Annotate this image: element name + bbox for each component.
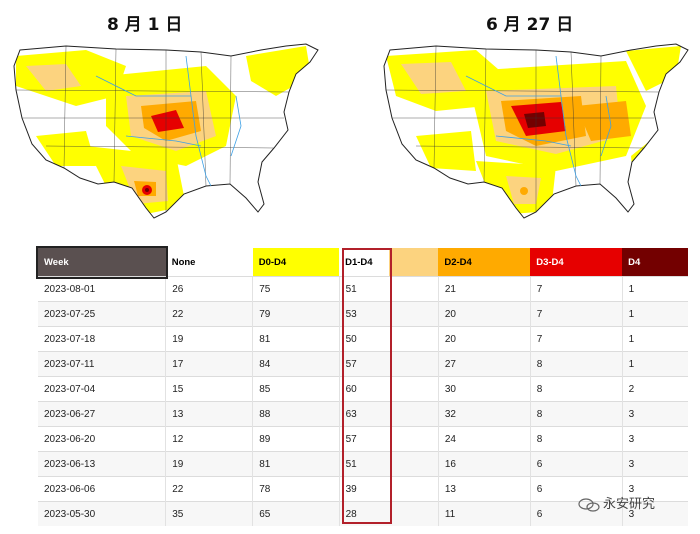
table-cell: 26 [165,276,253,302]
table-cell: 17 [165,351,253,377]
table-cell: 22 [165,301,253,327]
table-cell: 2023-07-18 [38,326,166,352]
table-cell: 6 [529,501,623,526]
table-cell: 39 [338,476,439,502]
column-header-d1-d4: D1-D4 [339,248,439,277]
table-cell: 85 [252,376,340,402]
table-cell: 6 [529,476,623,502]
table-cell: 81 [252,326,340,352]
table-cell: 21 [437,276,531,302]
table-cell: 84 [252,351,340,377]
table-cell: 2023-06-13 [38,451,166,477]
table-cell: 2 [621,376,688,402]
table-cell: 3 [621,476,688,502]
table-row: 2023-07-04 15 85 60 30 8 2 [38,376,688,402]
table-cell: 7 [529,326,623,352]
table-row: 2023-06-13 19 81 51 16 6 3 [38,451,688,477]
table-cell: 1 [621,301,688,327]
table-cell: 22 [165,476,253,502]
table-cell: 8 [529,376,623,402]
table-cell: 78 [252,476,340,502]
table-cell: 1 [621,351,688,377]
table-cell: 2023-07-11 [38,351,166,377]
table-cell: 3 [621,451,688,477]
table-cell: 8 [529,401,623,427]
table-cell: 11 [437,501,531,526]
column-header-d3-d4: D3-D4 [530,248,623,277]
table-cell: 57 [338,426,439,452]
table-cell: 7 [529,301,623,327]
table-row: 2023-06-06 22 78 39 13 6 3 [38,476,688,502]
table-cell: 3 [621,401,688,427]
table-cell: 8 [529,351,623,377]
table-row: 2023-08-01 26 75 51 21 7 1 [38,276,688,302]
table-cell: 65 [252,501,340,526]
table-cell: 20 [437,301,531,327]
table-cell: 2023-06-06 [38,476,166,502]
table-cell: 30 [437,376,531,402]
table-cell: 88 [252,401,340,427]
table-cell: 12 [165,426,253,452]
table-cell: 53 [338,301,439,327]
table-cell: 19 [165,326,253,352]
table-row: 2023-06-27 13 88 63 32 8 3 [38,401,688,427]
table-row: 2023-06-20 12 89 57 24 8 3 [38,426,688,452]
table-cell: 24 [437,426,531,452]
table-cell: 8 [529,426,623,452]
table-row: 2023-07-11 17 84 57 27 8 1 [38,351,688,377]
table-header-row: Week None D0-D4 D1-D4 D2-D4 D3-D4 D4 [36,246,688,279]
table-cell: 7 [529,276,623,302]
drought-map-jun-27 [383,43,689,219]
table-cell: 6 [529,451,623,477]
wechat-icon [578,497,600,512]
table-cell: 57 [338,351,439,377]
drought-statistics-table: Week None D0-D4 D1-D4 D2-D4 D3-D4 D4 2023-08-0… [36,246,688,526]
table-cell: 50 [338,326,439,352]
table-cell: 1 [621,276,688,302]
table-cell: 89 [252,426,340,452]
table-row: 2023-07-25 22 79 53 20 7 1 [38,301,688,327]
watermark-text: 永安研究 [603,497,656,512]
table-cell: 51 [338,276,439,302]
column-header-d4: D4 [622,248,688,277]
table-cell: 32 [437,401,531,427]
column-header-week: Week [36,246,168,279]
table-cell: 2023-08-01 [38,276,166,302]
table-cell: 3 [621,426,688,452]
table-cell: 13 [165,401,253,427]
table-cell: 2023-06-20 [38,426,166,452]
table-cell: 1 [621,326,688,352]
table-row: 2023-05-30 35 65 28 11 6 3 [38,501,688,526]
table-cell: 79 [252,301,340,327]
table-cell: 51 [338,451,439,477]
table-cell: 75 [252,276,340,302]
table-cell: 3 [621,501,688,526]
right-map-title: 6 月 27 日 [486,15,574,35]
table-cell: 63 [338,401,439,427]
column-header-none: None [165,248,253,277]
table-cell: 19 [165,451,253,477]
left-map-title: 8 月 1 日 [107,15,183,35]
table-cell: 2023-07-25 [38,301,166,327]
table-cell: 16 [437,451,531,477]
table-cell: 81 [252,451,340,477]
table-row: 2023-07-18 19 81 50 20 7 1 [38,326,688,352]
watermark: 永安研究 [578,493,655,512]
table-cell: 20 [437,326,531,352]
table-cell: 2023-06-27 [38,401,166,427]
table-body: 2023-08-01 26 75 51 21 7 1 2023-07-25 22 79 53 20 7 1… [38,276,688,526]
column-header-d0-d4: D0-D4 [252,248,340,277]
table-cell: 35 [165,501,253,526]
table-cell: 27 [437,351,531,377]
table-cell: 60 [338,376,439,402]
table-cell: 28 [338,501,439,526]
drought-map-aug-01 [13,43,319,219]
column-header-d2-d4: D2-D4 [438,248,531,277]
table-cell: 13 [437,476,531,502]
table-cell: 2023-07-04 [38,376,166,402]
table-cell: 15 [165,376,253,402]
table-cell: 2023-05-30 [38,501,166,526]
